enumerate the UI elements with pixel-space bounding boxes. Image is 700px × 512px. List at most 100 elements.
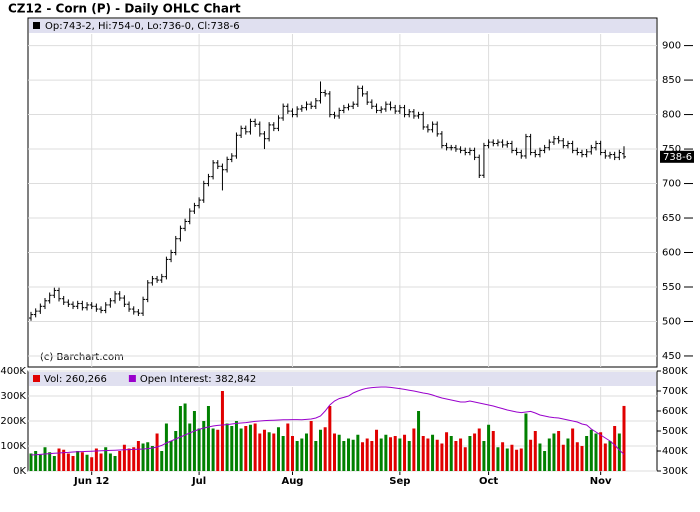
- volume-bar: [571, 428, 575, 471]
- volume-bar: [197, 428, 201, 471]
- volume-bar: [440, 443, 444, 471]
- volume-bar: [192, 411, 196, 471]
- volume-bar: [295, 441, 299, 471]
- y-tick-label: 450: [662, 351, 681, 362]
- volume-bar: [94, 448, 98, 471]
- volume-bar: [417, 411, 421, 471]
- volume-bar: [52, 456, 56, 471]
- volume-bar: [473, 433, 477, 471]
- volume-bar: [188, 423, 192, 471]
- y2-tick-label: 400K: [662, 446, 688, 457]
- volume-bar: [342, 441, 346, 471]
- volume-bar: [356, 434, 360, 471]
- volume-bar: [48, 452, 52, 471]
- volume-bar: [258, 433, 262, 471]
- y-tick-label: 0K: [13, 466, 26, 477]
- y-tick-label: 100K: [0, 441, 26, 452]
- volume-bar: [38, 454, 42, 471]
- y2-tick-label: 500K: [662, 426, 688, 437]
- volume-bar: [234, 421, 238, 471]
- volume-bar: [300, 438, 304, 471]
- y2-tick-label: 600K: [662, 406, 688, 417]
- volume-bar: [206, 406, 210, 471]
- volume-bar: [318, 429, 322, 471]
- volume-bar: [547, 438, 551, 471]
- volume-bar: [281, 436, 285, 471]
- volume-bar: [141, 443, 145, 471]
- x-tick-label: Nov: [590, 476, 612, 487]
- volume-bar: [211, 428, 215, 471]
- price-legend-text: Op:743-2, Hi:754-0, Lo:736-0, Cl:738-6: [45, 21, 240, 32]
- volume-bar: [491, 431, 495, 471]
- volume-bar: [379, 438, 383, 471]
- chart-title: CZ12 - Corn (P) - Daily OHLC Chart: [8, 2, 241, 16]
- volume-bar: [122, 444, 126, 471]
- volume-bar: [421, 436, 425, 471]
- y-tick-label: 800: [662, 110, 681, 121]
- volume-bar: [108, 453, 112, 471]
- volume-bar: [575, 442, 579, 471]
- volume-bar: [328, 406, 332, 471]
- volume-bar: [389, 437, 393, 471]
- y-tick-label: 400K: [0, 366, 26, 377]
- volume-bar: [412, 428, 416, 471]
- volume-bar: [262, 429, 266, 471]
- volume-bar: [178, 406, 182, 471]
- volume-bar: [323, 427, 327, 471]
- volume-bar: [337, 434, 341, 471]
- volume-bar: [365, 438, 369, 471]
- volume-bar: [501, 442, 505, 471]
- volume-bar: [622, 405, 626, 471]
- volume-bar: [393, 436, 397, 471]
- price-legend-swatch: [33, 22, 40, 29]
- volume-bar: [57, 448, 61, 471]
- volume-bar: [585, 436, 589, 471]
- volume-bar: [510, 444, 514, 471]
- volume-bar: [538, 443, 542, 471]
- volume-bar: [333, 433, 337, 471]
- price-panel: [27, 17, 658, 368]
- volume-bar: [529, 439, 533, 471]
- last-price-box: [660, 150, 694, 163]
- volume-bar: [375, 429, 379, 471]
- volume-bar: [230, 426, 234, 471]
- volume-bar: [398, 438, 402, 471]
- volume-bar: [477, 428, 481, 471]
- volume-bar: [608, 441, 612, 471]
- volume-bar: [463, 447, 467, 471]
- volume-bar: [146, 442, 150, 471]
- volume-bar: [496, 447, 500, 471]
- volume-bar: [62, 449, 66, 471]
- volume-bar: [202, 421, 206, 471]
- x-tick-label: Sep: [389, 476, 410, 487]
- legend-label: Open Interest: 382,842: [140, 374, 256, 385]
- volume-bar: [454, 441, 458, 471]
- y-tick-label: 650: [662, 213, 681, 224]
- y-tick-label: 550: [662, 282, 681, 293]
- y2-tick-label: 800K: [662, 366, 688, 377]
- y-tick-label: 300K: [0, 391, 26, 402]
- volume-bar: [580, 446, 584, 471]
- volume-bar: [613, 426, 617, 471]
- volume-bar: [225, 423, 229, 471]
- volume-bar: [524, 413, 528, 471]
- y-tick-label: 900: [662, 41, 681, 52]
- volume-legend-strip: [29, 372, 656, 386]
- volume-bar: [482, 441, 486, 471]
- volume-bar: [253, 423, 257, 471]
- volume-bar: [34, 451, 38, 471]
- volume-bar: [533, 431, 537, 471]
- last-price-label: 738-6: [663, 152, 692, 163]
- y2-tick-label: 700K: [662, 386, 688, 397]
- volume-bar: [505, 448, 509, 471]
- open-interest-line: [30, 386, 625, 456]
- volume-bar: [80, 452, 84, 471]
- volume-bar: [104, 447, 108, 471]
- y-tick-label: 700: [662, 179, 681, 190]
- y-tick-label: 750: [662, 144, 681, 155]
- legend-label: Vol: 260,266: [44, 374, 107, 385]
- volume-bar: [589, 429, 593, 471]
- volume-bar: [132, 447, 136, 471]
- volume-bar: [557, 431, 561, 471]
